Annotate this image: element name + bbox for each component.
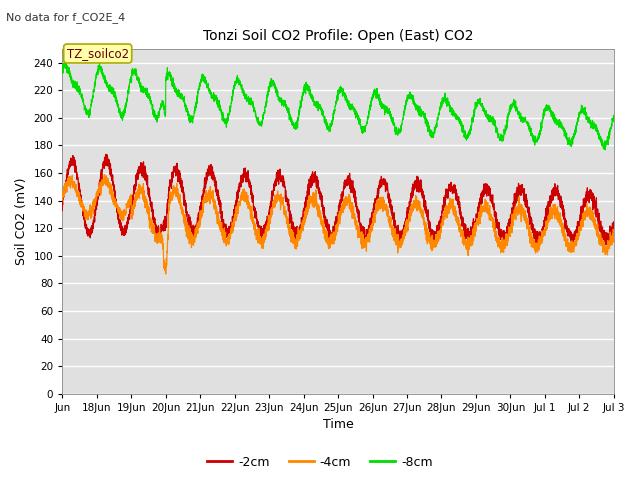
Title: Tonzi Soil CO2 Profile: Open (East) CO2: Tonzi Soil CO2 Profile: Open (East) CO2 (203, 29, 474, 43)
Text: No data for f_CO2E_4: No data for f_CO2E_4 (6, 12, 125, 23)
Text: TZ_soilco2: TZ_soilco2 (67, 47, 129, 60)
X-axis label: Time: Time (323, 419, 353, 432)
Legend: -2cm, -4cm, -8cm: -2cm, -4cm, -8cm (202, 451, 438, 474)
Y-axis label: Soil CO2 (mV): Soil CO2 (mV) (15, 178, 28, 265)
